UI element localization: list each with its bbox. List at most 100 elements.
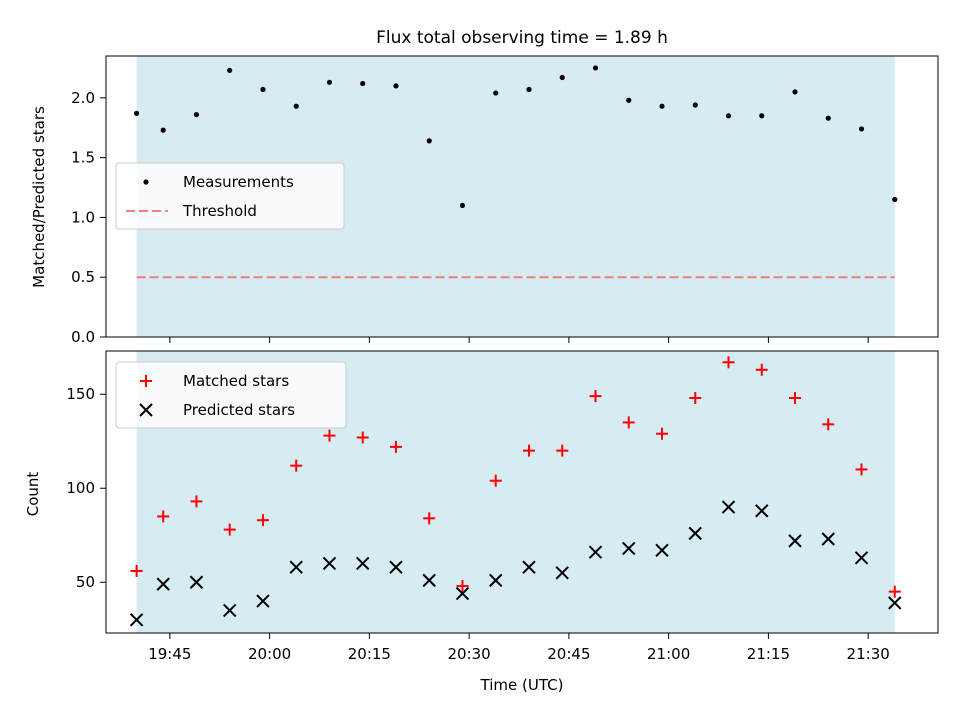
measurement-point [459,202,466,209]
top-axes-frame [105,55,939,338]
bottom-panel: 50 100 150 19:45 20:00 20:15 20:30 20:45 21:00 2… [24,350,939,694]
matched-star-point [157,510,170,523]
bottom-y-ticks: 50 100 150 [66,385,106,591]
matched-star-point [888,585,901,598]
x-tick-label: 20:00 [248,645,291,663]
predicted-star-point [555,566,569,580]
x-tick-label: 21:00 [647,645,690,663]
measurement-point [825,115,831,121]
predicted-star-point [688,526,702,541]
matched-star-point [489,474,502,487]
measurement-point [360,80,366,87]
measurement-point [858,126,865,132]
predicted-star-point [389,560,403,574]
predicted-star-point [422,573,436,588]
matched-star-point [822,418,835,431]
matched-star-point [589,390,602,403]
matched-star-point [855,463,868,476]
predicted-star-point [821,532,835,546]
matched-star-point [622,416,635,429]
predicted-star-point [854,551,869,565]
legend-predicted-label: Predicted stars [183,401,295,419]
predicted-star-point [289,560,303,574]
measurement-point [260,86,266,93]
predicted-star-point [588,545,603,559]
predicted-star-point [356,556,370,571]
top-legend-box [115,162,345,230]
matched-star-point [130,564,143,577]
matched-star-point [256,514,269,527]
predicted-star-point [222,603,237,618]
matched-star-point [389,440,402,453]
predicted-star-point [888,596,902,610]
top-y-ticks: 0.0 0.5 1.0 1.5 2.0 [71,89,106,346]
measurement-point [892,196,898,203]
top-y-tick-label: 2.0 [71,89,95,107]
measurement-point [133,110,140,116]
measurement-point [227,67,233,73]
legend-threshold-label: Threshold [182,202,257,220]
bottom-axes-frame [105,350,939,634]
measurement-point [293,103,299,109]
top-y-label: Matched/Predicted stars [30,106,48,288]
matched-star-point [755,363,768,376]
predicted-star-point [322,556,337,571]
matched-star-point [456,580,469,592]
measurement-point [193,111,200,118]
matched-star-point [556,444,569,457]
predicted-star-point [156,577,170,591]
matched-star-point [689,392,702,404]
top-legend: Measurements Threshold [115,162,345,230]
predicted-star-point [129,613,144,627]
bottom-y-tick-label: 100 [66,479,95,497]
bottom-y-label: Count [24,472,42,517]
bottom-legend: Matched stars Predicted stars [115,361,347,429]
measurement-point [626,97,632,103]
x-tick-label: 21:30 [847,645,890,663]
matched-star-point [356,431,369,444]
legend-measurements-marker [143,179,149,185]
measurement-point [493,90,499,96]
top-y-tick-label: 0.5 [71,268,95,286]
predicted-star-point [755,504,769,518]
legend-measurements-label: Measurements [183,173,294,191]
matched-star-point [323,429,336,442]
matched-star-point [223,523,236,536]
measurement-point [559,74,565,81]
count-points [129,356,902,627]
measurement-point [792,89,798,95]
measurement-point [759,113,765,119]
matched-star-point [722,356,735,369]
bottom-x-ticks: 19:45 20:00 20:15 20:30 20:45 21:00 21:15 21:30 [148,633,890,663]
matched-star-point [655,427,668,440]
matched-star-point [190,495,203,508]
measurement-point [393,83,399,89]
legend-matched-label: Matched stars [183,372,289,390]
predicted-star-point [489,573,503,588]
measurement-point [692,102,698,108]
x-tick-label: 19:45 [148,645,191,663]
measurement-point [326,79,333,85]
predicted-star-point [189,575,204,589]
top-panel: 0.00.51.01.52.0 Matched/Predicted stars … [30,55,939,346]
bottom-y-tick-label: 150 [66,385,95,403]
predicted-star-point [655,543,669,557]
measurement-point [160,127,166,133]
x-tick-label: 21:15 [747,645,790,663]
top-y-tick-label: 1.5 [71,149,95,167]
measurement-point [592,65,599,71]
x-tick-label: 20:45 [547,645,590,663]
measurement-points [133,65,898,209]
x-tick-label: 20:15 [348,645,391,663]
legend-matched-marker [140,375,152,387]
top-y-tick-label: 0.0 [71,328,95,346]
x-tick-label: 20:30 [448,645,491,663]
top-x-ticks [169,337,869,343]
matched-star-point [522,444,535,457]
matched-star-point [423,512,436,525]
bottom-legend-box [115,361,347,429]
predicted-star-point [721,500,736,514]
measurement-point [659,103,665,109]
predicted-star-point [256,594,270,608]
